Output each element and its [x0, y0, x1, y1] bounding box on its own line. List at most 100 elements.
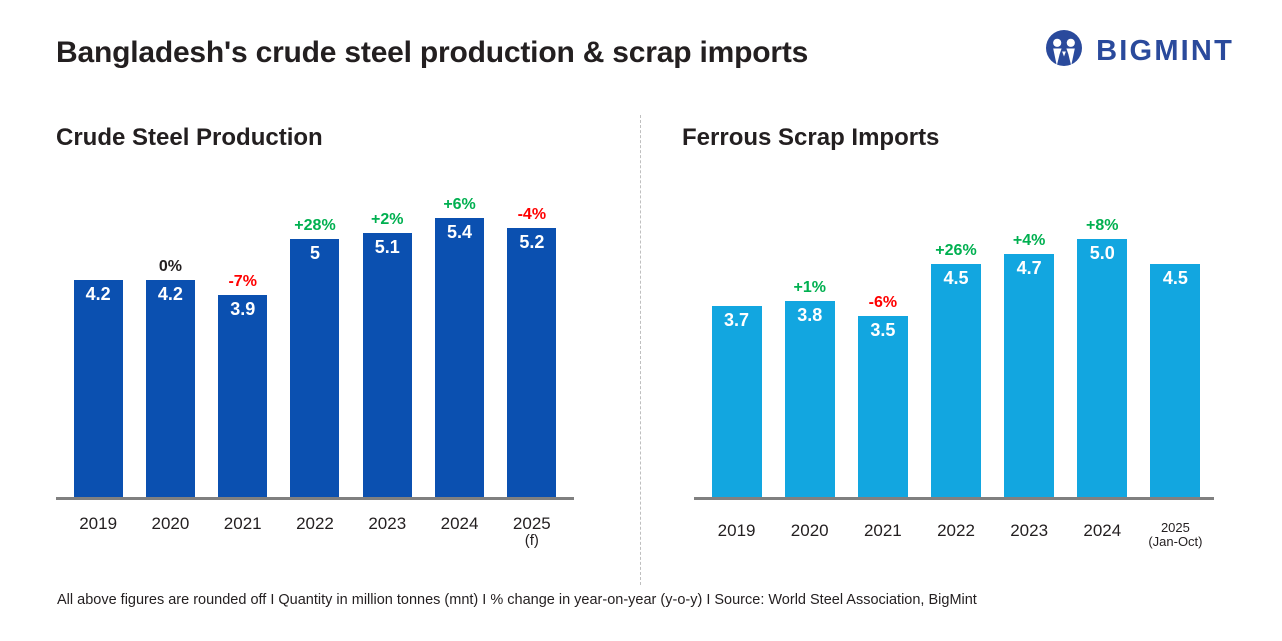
bar-change-label: -7%: [228, 273, 257, 290]
x-tick-label: 2022: [279, 514, 351, 550]
bar-slot: 4.5: [1139, 187, 1212, 497]
bar-slot: -4% 5.2: [496, 187, 568, 497]
bar-change-label: +2%: [371, 211, 404, 228]
x-tick-label: 2023: [351, 514, 423, 550]
bar[interactable]: 4.5: [930, 264, 981, 497]
bar-value-label: 4.5: [1162, 268, 1188, 288]
bar-slot: +2% 5.1: [351, 187, 423, 497]
bar-value-label: 5.0: [1089, 243, 1115, 263]
bar[interactable]: 3.8: [784, 301, 835, 497]
x-tick-year: 2023: [368, 514, 407, 534]
bar-value-label: 3.5: [870, 320, 896, 340]
bar-value-label: 3.7: [724, 310, 750, 330]
bar[interactable]: 4.2: [145, 280, 195, 497]
bar[interactable]: 5.2: [507, 228, 557, 497]
x-tick-label: 2025 (Jan-Oct): [1139, 519, 1212, 550]
x-tick-label: 2025 (f): [496, 514, 568, 550]
x-tick-year: 2020: [790, 520, 829, 540]
header: Bangladesh's crude steel production & sc…: [0, 0, 1282, 95]
bar-change-label: +1%: [793, 279, 826, 296]
bar[interactable]: 4.5: [1150, 264, 1201, 497]
bar[interactable]: 5.0: [1077, 239, 1128, 497]
brand-name: BIGMINT: [1096, 35, 1234, 67]
x-tick-year: 2022: [296, 514, 334, 534]
bar[interactable]: 5: [290, 239, 340, 497]
x-tick-year: 2021: [223, 514, 262, 534]
page-title: Bangladesh's crude steel production & sc…: [56, 36, 809, 69]
bar-change-label: +6%: [443, 196, 476, 213]
bar-group-production: 4.2 0% 4.2 -7% 3.9 +28% 5 +2% 5.1 +6% 5.4 -4% 5.2: [62, 187, 568, 497]
bar-value-label: 4.2: [85, 284, 111, 304]
chart-title-production: Crude Steel Production: [56, 124, 323, 151]
bar[interactable]: 5.1: [362, 233, 412, 497]
x-tick-year: 2019: [717, 520, 756, 540]
plot-area-imports: 3.7 +1% 3.8 -6% 3.5 +26% 4.5 +4% 4.7 +8% 5.0 4.5 20…: [640, 190, 1282, 602]
x-tick-label: 2020: [134, 514, 206, 550]
x-tick-labels-production: 2019 2020 2021 2022 2023 2024 2025 (f): [62, 514, 568, 550]
bar-change-label: +4%: [1012, 232, 1046, 249]
x-tick-label: 2019: [700, 521, 773, 550]
x-tick-year: 2019: [79, 514, 118, 534]
bar-slot: +4% 4.7: [993, 187, 1066, 497]
x-tick-year: 2020: [151, 514, 190, 534]
bar-value-label: 3.9: [230, 299, 256, 319]
bar-slot: -7% 3.9: [207, 187, 279, 497]
bar-change-label: -4%: [517, 206, 547, 223]
bar-value-label: 5.1: [374, 237, 400, 257]
x-tick-year: 2025: [1160, 519, 1190, 535]
bar[interactable]: 4.2: [73, 280, 123, 497]
x-axis-line-imports: [694, 497, 1214, 500]
footnote: All above figures are rounded off I Quan…: [57, 592, 977, 608]
x-tick-labels-imports: 2019 2020 2021 2022 2023 2024 2025 (Jan-Oct): [700, 519, 1212, 550]
x-tick-year: 2025: [512, 514, 551, 534]
bar-slot: 3.7: [700, 187, 773, 497]
bar-group-imports: 3.7 +1% 3.8 -6% 3.5 +26% 4.5 +4% 4.7 +8% 5.0 4.5: [700, 187, 1212, 497]
x-tick-label: 2020: [773, 521, 846, 550]
x-tick-label: 2024: [423, 514, 495, 550]
panel-divider: [640, 115, 641, 585]
bar-change-label: +8%: [1086, 217, 1119, 234]
x-tick-label: 2022: [919, 521, 992, 550]
x-tick-label: 2021: [207, 514, 279, 550]
bar[interactable]: 4.7: [1004, 254, 1055, 497]
x-tick-year: 2024: [440, 514, 479, 534]
bar[interactable]: 3.7: [711, 306, 762, 497]
bar-slot: +1% 3.8: [773, 187, 846, 497]
bar-value-label: 3.8: [797, 305, 823, 325]
x-tick-year: 2024: [1083, 520, 1122, 540]
bar[interactable]: 5.4: [435, 218, 485, 497]
bar-change-label: -6%: [868, 294, 898, 311]
bar-change-label: +26%: [935, 242, 977, 259]
bar-value-label: 4.5: [943, 268, 969, 288]
x-tick-year: 2022: [937, 520, 975, 540]
x-tick-label: 2023: [993, 521, 1066, 550]
bigmint-emblem-icon: [1043, 29, 1085, 74]
bar-value-label: 5.4: [447, 222, 473, 242]
x-tick-sublabel: (f): [524, 532, 539, 550]
bar-slot: 4.2: [62, 187, 134, 497]
bar-change-label: 0%: [158, 258, 182, 275]
x-tick-label: 2024: [1066, 521, 1139, 550]
bar-slot: 0% 4.2: [134, 187, 206, 497]
x-tick-year: 2023: [1010, 520, 1049, 540]
chart-panel-crude-steel-production: Crude Steel Production 4.2 0% 4.2 -7% 3.9 +28…: [0, 110, 640, 580]
bar-value-label: 5: [309, 243, 320, 263]
x-tick-sublabel: (Jan-Oct): [1148, 534, 1203, 550]
bar-value-label: 5.2: [519, 232, 545, 252]
chart-title-imports: Ferrous Scrap Imports: [682, 124, 940, 151]
chart-panel-ferrous-scrap-imports: Ferrous Scrap Imports 3.7 +1% 3.8 -6% 3.5 +26…: [640, 110, 1282, 580]
bar-value-label: 4.2: [157, 284, 183, 304]
bar-slot: +8% 5.0: [1066, 187, 1139, 497]
bar-slot: -6% 3.5: [846, 187, 919, 497]
bar[interactable]: 3.5: [857, 316, 908, 497]
x-tick-label: 2019: [62, 514, 134, 550]
x-tick-year: 2021: [863, 520, 902, 540]
bar-change-label: +28%: [294, 217, 336, 234]
plot-area-production: 4.2 0% 4.2 -7% 3.9 +28% 5 +2% 5.1 +6% 5.4 -4% 5.2 20…: [0, 190, 640, 602]
x-tick-label: 2021: [846, 521, 919, 550]
bar-slot: +6% 5.4: [423, 187, 495, 497]
brand-logo: BIGMINT: [1043, 29, 1234, 74]
bar[interactable]: 3.9: [218, 295, 268, 497]
bar-value-label: 4.7: [1016, 258, 1042, 278]
x-axis-line-production: [56, 497, 574, 500]
